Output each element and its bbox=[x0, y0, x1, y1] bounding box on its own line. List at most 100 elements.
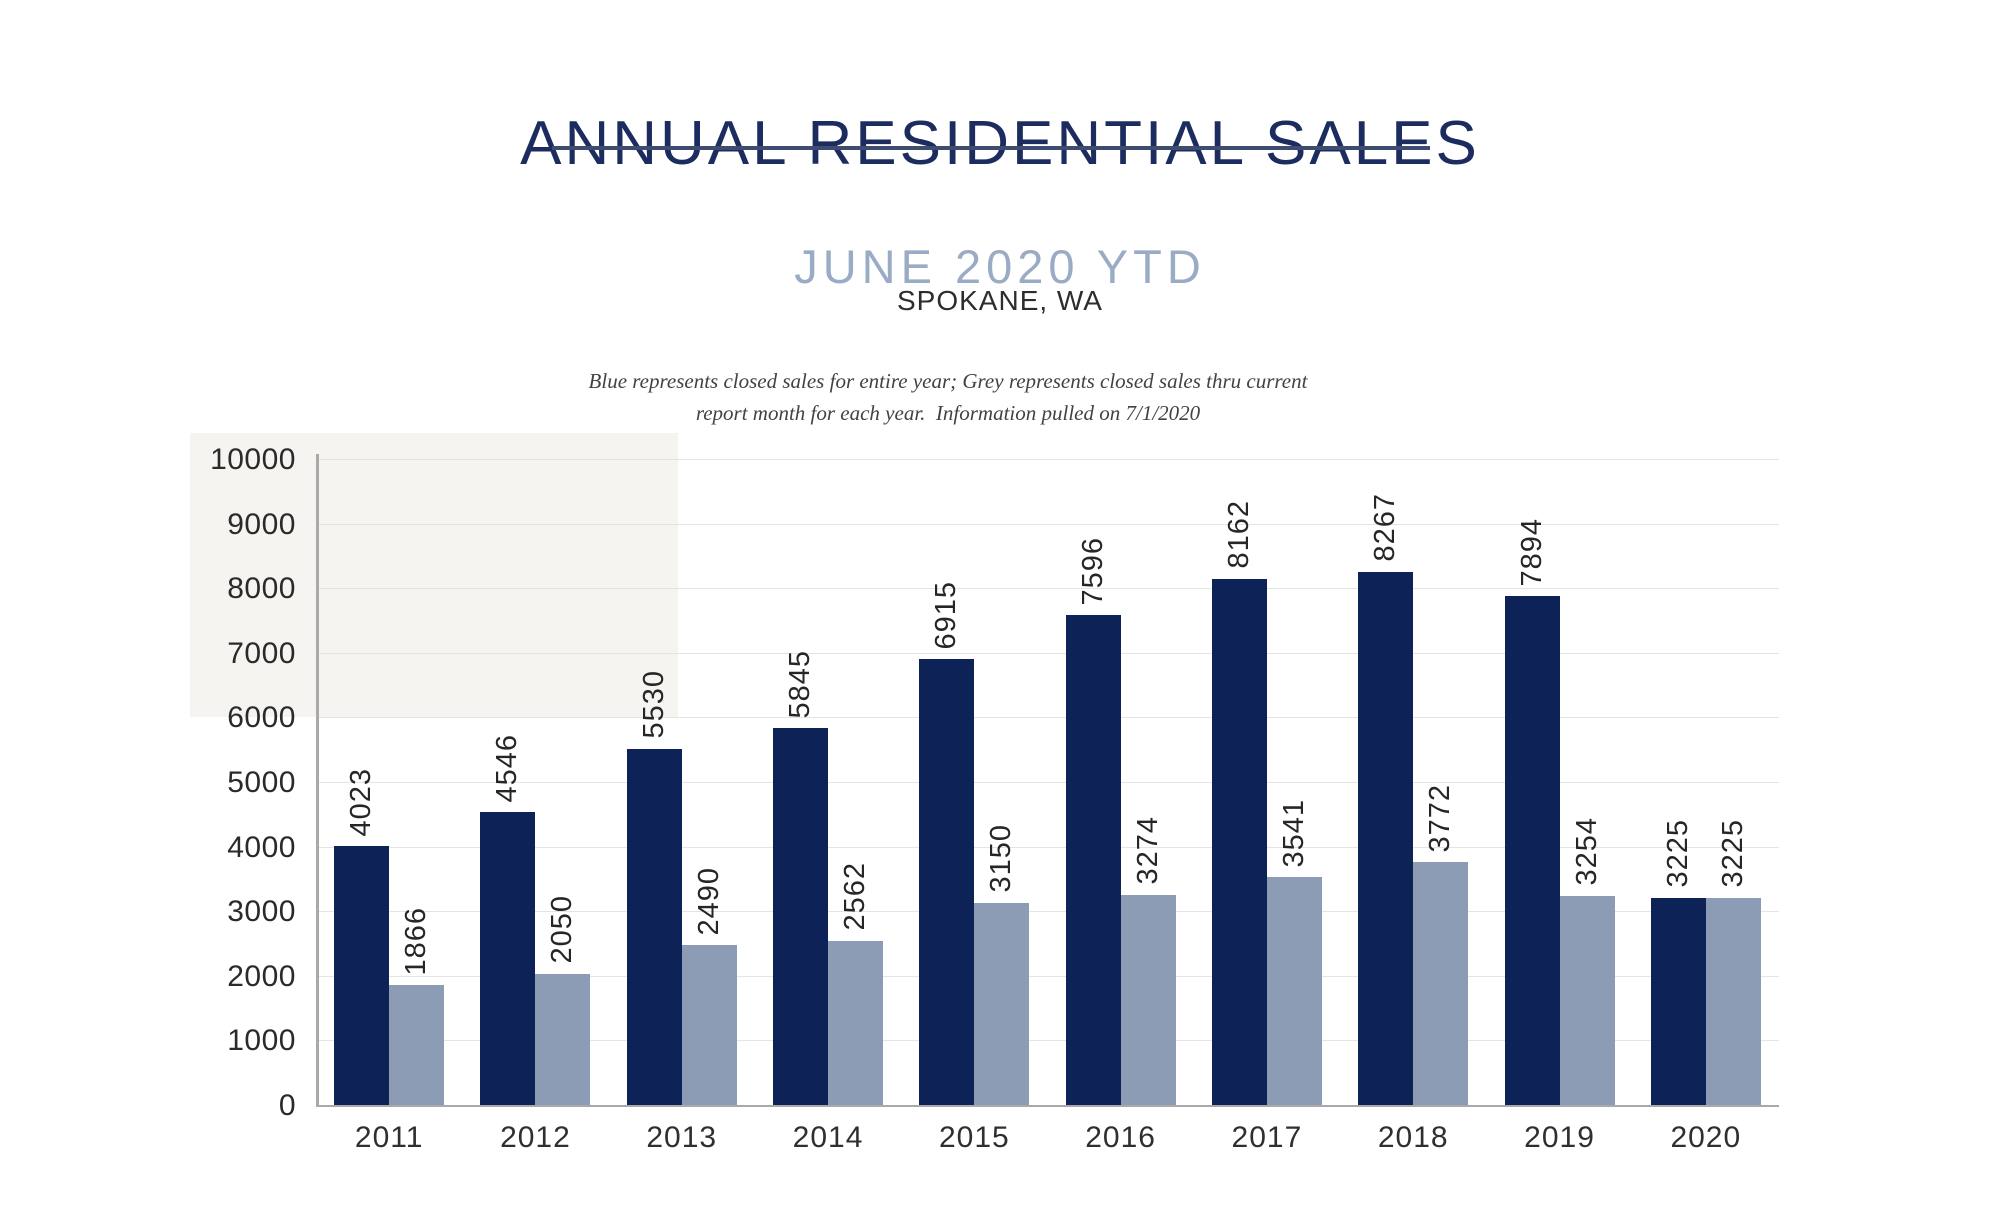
gridline-7000 bbox=[316, 652, 1779, 654]
bar-value-label: 3772 bbox=[1424, 783, 1457, 853]
ytd-bar-rect bbox=[389, 985, 445, 1106]
annual-bar-rect bbox=[1211, 578, 1267, 1106]
bar-group-2015: 6915 3150 bbox=[901, 460, 1047, 1106]
ytd-bar-rect bbox=[1559, 895, 1615, 1106]
x-tick-label-2018: 2018 bbox=[1377, 1121, 1449, 1154]
gridline-3000 bbox=[316, 911, 1779, 913]
bar-value-label: 5530 bbox=[637, 670, 670, 739]
bar-value-label: 3225 bbox=[1716, 819, 1749, 888]
annual-bar-2016: 7596 bbox=[1065, 460, 1121, 1106]
bar-group-2013: 5530 2490 bbox=[609, 460, 755, 1106]
x-tick-label-2016: 2016 bbox=[1085, 1121, 1156, 1154]
bar-value-label: 3274 bbox=[1131, 815, 1164, 885]
report-period-subtitle: JUNE 2020 YTD bbox=[794, 240, 1206, 293]
y-tick-label-1000: 1000 bbox=[227, 1024, 296, 1058]
annual-bar-2017: 8162 bbox=[1211, 460, 1267, 1106]
bar-group-2014: 5845 2562 bbox=[755, 460, 901, 1106]
ytd-bar-2011: 1866 bbox=[389, 460, 445, 1106]
y-tick-label-8000: 8000 bbox=[227, 572, 296, 606]
x-tick-label-2013: 2013 bbox=[646, 1121, 718, 1154]
gridline-10000 bbox=[316, 459, 1779, 460]
annual-bar-rect bbox=[919, 659, 975, 1106]
bar-value-label: 3225 bbox=[1661, 819, 1694, 888]
gridline-1000 bbox=[316, 1040, 1779, 1042]
ytd-bar-rect bbox=[1705, 897, 1761, 1106]
ytd-bar-2020: 3225 bbox=[1705, 460, 1761, 1106]
y-tick-label-9000: 9000 bbox=[227, 507, 296, 541]
bar-group-2012: 4546 2050 bbox=[462, 460, 608, 1106]
bar-group-2019: 7894 3254 bbox=[1486, 460, 1632, 1106]
ytd-bar-2019: 3254 bbox=[1559, 460, 1615, 1106]
bar-group-2011: 4023 1866 bbox=[316, 460, 462, 1106]
x-tick-label-2014: 2014 bbox=[792, 1121, 864, 1154]
y-tick-label-2000: 2000 bbox=[227, 959, 296, 993]
y-tick-label-10000: 10000 bbox=[210, 443, 296, 476]
x-axis: 2011 2012 2013 2014 2015 2016 2017 2018 2019 2020 bbox=[316, 1120, 1779, 1156]
background-watermark bbox=[190, 433, 678, 717]
gridline-8000 bbox=[316, 588, 1779, 590]
annual-bar-2015: 6915 bbox=[919, 460, 975, 1106]
bar-groups: 4023 1866 4546 2050 5530 2490 5845 2562 6915 3150… bbox=[316, 460, 1779, 1106]
y-axis: 0 1000 2000 3000 4000 5000 6000 7000 8000 9000 100… bbox=[0, 443, 296, 1122]
y-tick-label-5000: 5000 bbox=[227, 766, 296, 799]
x-tick-label-2019: 2019 bbox=[1524, 1121, 1595, 1154]
x-tick-label-2020: 2020 bbox=[1670, 1121, 1742, 1154]
ytd-bar-2012: 2050 bbox=[535, 460, 591, 1106]
bar-value-label: 8162 bbox=[1222, 500, 1255, 569]
ytd-bar-2018: 3772 bbox=[1413, 460, 1469, 1106]
bar-value-label: 3541 bbox=[1277, 798, 1310, 868]
bar-value-label: 4546 bbox=[491, 733, 524, 803]
bar-value-label: 3254 bbox=[1570, 817, 1603, 886]
ytd-bar-rect bbox=[974, 902, 1030, 1106]
gridline-6000 bbox=[316, 717, 1779, 719]
ytd-bar-2013: 2490 bbox=[681, 460, 737, 1106]
ytd-bar-2016: 3274 bbox=[1120, 460, 1176, 1106]
annual-bar-rect bbox=[1065, 615, 1121, 1106]
annual-bar-rect bbox=[1650, 897, 1706, 1106]
bar-group-2016: 7596 3274 bbox=[1047, 460, 1193, 1106]
x-tick-label-2017: 2017 bbox=[1231, 1121, 1303, 1154]
y-tick-label-4000: 4000 bbox=[227, 830, 296, 864]
bar-group-2017: 8162 3541 bbox=[1194, 460, 1340, 1106]
bar-value-label: 3150 bbox=[985, 824, 1018, 893]
gridline-4000 bbox=[316, 846, 1779, 848]
legend-note: Blue represents closed sales for entire … bbox=[528, 365, 1368, 429]
y-tick-label-6000: 6000 bbox=[227, 701, 296, 735]
legend-note-line1: Blue represents closed sales for entire … bbox=[588, 369, 1308, 393]
annual-bar-rect bbox=[773, 728, 829, 1106]
bar-group-2018: 8267 3772 bbox=[1340, 460, 1486, 1106]
legend-note-line2: report month for each year. Information … bbox=[695, 401, 1201, 425]
gridline-9000 bbox=[316, 523, 1779, 525]
annual-bar-rect bbox=[1358, 571, 1414, 1106]
y-tick-label-7000: 7000 bbox=[227, 636, 296, 670]
annual-bar-2013: 5530 bbox=[626, 460, 682, 1106]
annual-bar-2020: 3225 bbox=[1650, 460, 1706, 1106]
ytd-bar-rect bbox=[681, 945, 737, 1106]
bar-value-label: 8267 bbox=[1369, 493, 1402, 562]
ytd-bar-rect bbox=[1266, 877, 1322, 1106]
x-tick-label-2012: 2012 bbox=[500, 1121, 571, 1154]
bar-value-label: 4023 bbox=[345, 767, 378, 837]
bar-value-label: 7596 bbox=[1076, 536, 1109, 606]
annual-bar-2014: 5845 bbox=[773, 460, 829, 1106]
ytd-bar-rect bbox=[535, 973, 591, 1106]
x-tick-label-2011: 2011 bbox=[354, 1121, 424, 1154]
bar-value-label: 2490 bbox=[692, 866, 725, 936]
plot-area: 4023 1866 4546 2050 5530 2490 5845 2562 6915 3150… bbox=[316, 454, 1779, 1107]
annual-bar-rect bbox=[626, 748, 682, 1106]
y-tick-label-0: 0 bbox=[278, 1089, 296, 1122]
y-axis-line bbox=[316, 454, 319, 1106]
page-title: ANNUAL RESIDENTIAL SALES bbox=[520, 108, 1480, 178]
bar-value-label: 6915 bbox=[930, 580, 963, 650]
ytd-bar-2015: 3150 bbox=[974, 460, 1030, 1106]
x-tick-label-2015: 2015 bbox=[938, 1121, 1010, 1154]
bar-value-label: 5845 bbox=[784, 649, 817, 719]
ytd-bar-2014: 2562 bbox=[828, 460, 884, 1106]
annual-bar-rect bbox=[1504, 596, 1560, 1106]
annual-bar-2018: 8267 bbox=[1358, 460, 1414, 1106]
bar-value-label: 2050 bbox=[546, 895, 579, 964]
annual-bar-2012: 4546 bbox=[480, 460, 536, 1106]
gridline-2000 bbox=[316, 975, 1779, 977]
location-label: SPOKANE, WA bbox=[896, 285, 1103, 316]
annual-bar-2011: 4023 bbox=[334, 460, 390, 1106]
